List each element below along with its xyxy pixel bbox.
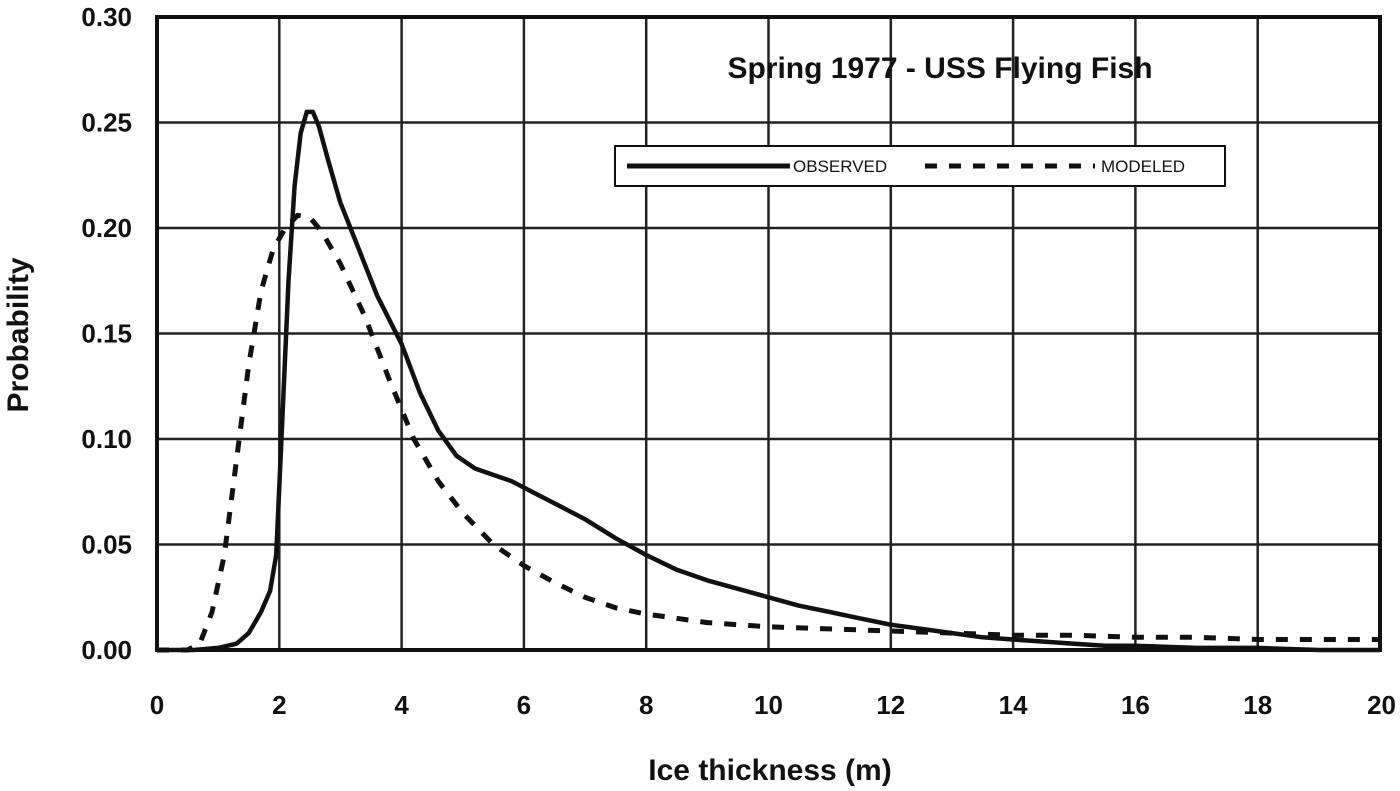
grid-lines: [157, 17, 1380, 650]
series-line-modeled: [157, 212, 1380, 653]
x-tick-label: 10: [754, 690, 783, 720]
legend-label-modeled: MODELED: [1101, 157, 1185, 176]
y-axis-title: Probability: [2, 257, 35, 412]
x-tick-label: 6: [517, 690, 531, 720]
legend-box: [614, 145, 1226, 187]
x-axis-title: Ice thickness (m): [648, 754, 891, 787]
series-layer: [157, 109, 1380, 653]
x-tick-label: 12: [876, 690, 905, 720]
x-tick-label: 18: [1243, 690, 1272, 720]
plot-frame: [155, 15, 1382, 652]
x-tick-labels: 0 2 4 6 8 10 12 14 16 18 20: [150, 690, 1396, 720]
legend-label-observed: OBSERVED: [793, 157, 887, 176]
legend: OBSERVED MODELED: [614, 145, 1226, 187]
x-tick-label: 8: [639, 690, 653, 720]
y-tick-label: 0.05: [81, 530, 132, 560]
y-tick-labels: 0.00 0.05 0.10 0.15 0.20 0.25 0.30: [81, 2, 132, 665]
y-tick-label: 0.10: [81, 424, 132, 454]
x-tick-label: 0: [150, 690, 164, 720]
series-line-observed: [157, 109, 1380, 653]
x-tick-label: 4: [394, 690, 409, 720]
x-tick-label: 2: [272, 690, 286, 720]
chart-title: Spring 1977 - USS Flying Fish: [727, 52, 1152, 85]
x-tick-label: 16: [1121, 690, 1150, 720]
y-tick-label: 0.20: [81, 213, 132, 243]
y-tick-label: 0.15: [81, 319, 132, 349]
x-tick-label: 20: [1367, 690, 1396, 720]
y-tick-label: 0.25: [81, 108, 132, 138]
x-tick-label: 14: [999, 690, 1028, 720]
y-tick-label: 0.00: [81, 635, 132, 665]
y-tick-label: 0.30: [81, 2, 132, 32]
